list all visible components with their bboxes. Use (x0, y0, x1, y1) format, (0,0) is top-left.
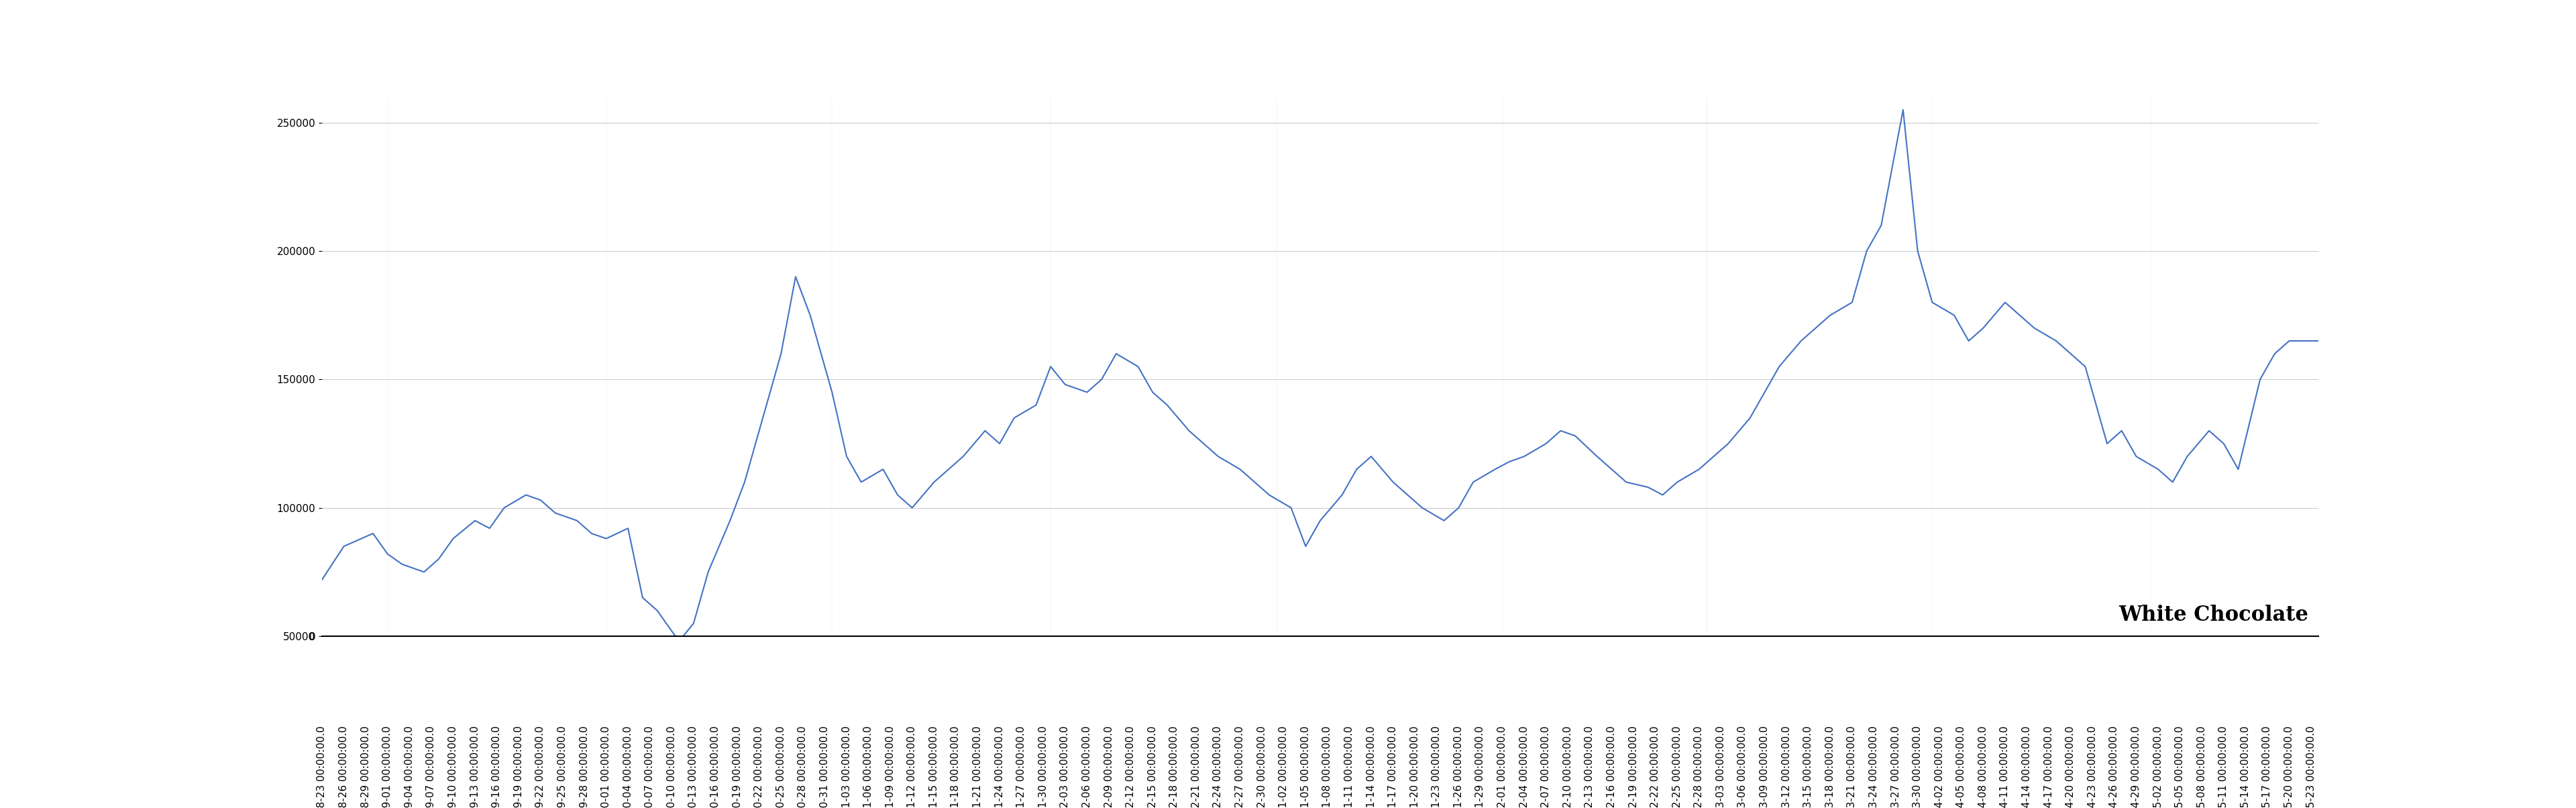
Text: White Chocolate: White Chocolate (2117, 604, 2308, 625)
